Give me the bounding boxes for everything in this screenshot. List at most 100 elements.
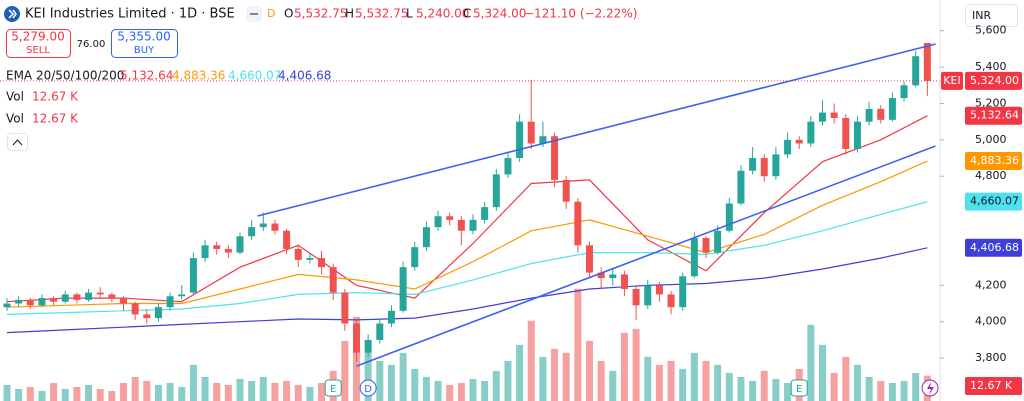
candle-body [318, 258, 326, 268]
symbol-title[interactable]: KEI Industries Limited · 1D · BSE [25, 7, 235, 22]
change: −121.10 (−2.22%) [524, 7, 637, 21]
candle-body [853, 121, 861, 149]
candle-body [819, 112, 826, 122]
volume-bar [131, 376, 139, 401]
volume-bar [655, 364, 663, 401]
buy-price: 5,355.00 [117, 30, 170, 44]
y-tick-label: 5,600 [975, 24, 1007, 37]
candle-body [679, 276, 687, 308]
trend-line [257, 43, 936, 217]
candle-body [411, 247, 419, 268]
sell-button[interactable] [6, 29, 71, 58]
volume-bar [527, 320, 535, 401]
currency-button[interactable] [965, 4, 1018, 27]
candle-body [888, 98, 896, 120]
candle-body [457, 219, 465, 231]
candle-body [61, 294, 69, 302]
volume-bar [492, 370, 500, 401]
candle-body [574, 201, 582, 246]
trend-line [356, 145, 936, 367]
volume-axis-box [965, 377, 1022, 395]
candle-body [353, 323, 360, 353]
buy-button[interactable] [111, 29, 178, 58]
candle-body [655, 285, 663, 295]
candle-body [189, 258, 197, 293]
volume-bar [539, 356, 547, 401]
candle-body [108, 294, 116, 299]
candle-body [527, 121, 535, 144]
volume-bar [457, 382, 465, 401]
event-marker [324, 379, 342, 397]
candle-body [120, 298, 127, 304]
lightning-icon [927, 382, 934, 395]
candle-body [73, 294, 81, 300]
candle-body [795, 139, 803, 144]
buy-label: BUY [134, 45, 155, 56]
sell-label: SELL [26, 45, 50, 56]
ohlc-value: 5,324.00 [473, 7, 526, 21]
volume-bar [26, 386, 34, 401]
vol-value: 12.67 K [32, 112, 79, 126]
ema-axis-label: 5,132.64 [970, 109, 1019, 122]
volume-bar [306, 386, 314, 401]
currency: INR [972, 9, 991, 22]
candle-body [597, 272, 605, 279]
candle-body [725, 203, 733, 231]
candle-body [50, 298, 58, 302]
volume-bar [877, 380, 885, 401]
volume-bar [85, 384, 93, 401]
volume-bar [772, 378, 780, 401]
ema-value: 5,132.64 [120, 69, 173, 83]
chevron-icon [12, 139, 23, 146]
volume-bar [737, 376, 745, 401]
candle-body [760, 158, 768, 177]
volume-bar [259, 376, 267, 401]
collapse-legend[interactable] [7, 133, 28, 151]
ema-axis-box [965, 106, 1022, 125]
ema-line [6, 247, 928, 334]
data-badge[interactable]: D [267, 7, 275, 20]
ema-title[interactable]: EMA 20/50/100/200 [6, 69, 124, 83]
y-tick-label: 5,000 [975, 133, 1007, 146]
ohlc-key: C [463, 7, 471, 21]
volume-axis-label: 12.67 K [970, 379, 1013, 392]
candle-body [539, 136, 547, 144]
volume-bar [294, 384, 302, 401]
candle-body [387, 310, 395, 324]
volume-bar [784, 382, 792, 401]
ema-axis-label: 4,883.36 [970, 154, 1019, 167]
candle-body [96, 292, 104, 295]
candle-body [562, 179, 570, 202]
vol-title[interactable]: Vol [6, 112, 24, 126]
candle-body [586, 245, 593, 273]
volume-bar [224, 384, 232, 401]
candle-body [201, 245, 209, 259]
volume-bar [632, 328, 640, 401]
volume-bar [912, 372, 920, 401]
candle-body [38, 298, 46, 306]
volume-bar [586, 340, 593, 401]
candle-body [213, 245, 221, 249]
volume-bar [143, 380, 151, 401]
volume-bar [108, 390, 116, 401]
candle-body [865, 108, 873, 122]
candle-body [551, 136, 559, 180]
candle-body [877, 108, 885, 120]
volume-bar [865, 376, 873, 401]
candle-body [772, 154, 780, 177]
volume-bar [819, 344, 826, 401]
candle-body [620, 274, 628, 289]
volume-bar [376, 360, 384, 401]
volume-bar [667, 360, 675, 401]
ema-line [6, 201, 928, 315]
vol-title[interactable]: Vol [6, 90, 24, 104]
volume-bar [434, 380, 442, 401]
event-label: D [364, 384, 372, 395]
ema-value: 4,883.36 [172, 69, 225, 83]
volume-bar [842, 356, 850, 401]
volume-bar [73, 386, 81, 401]
candle-body [923, 42, 931, 81]
ohlc-key: L [406, 7, 413, 21]
event-marker [359, 379, 377, 397]
